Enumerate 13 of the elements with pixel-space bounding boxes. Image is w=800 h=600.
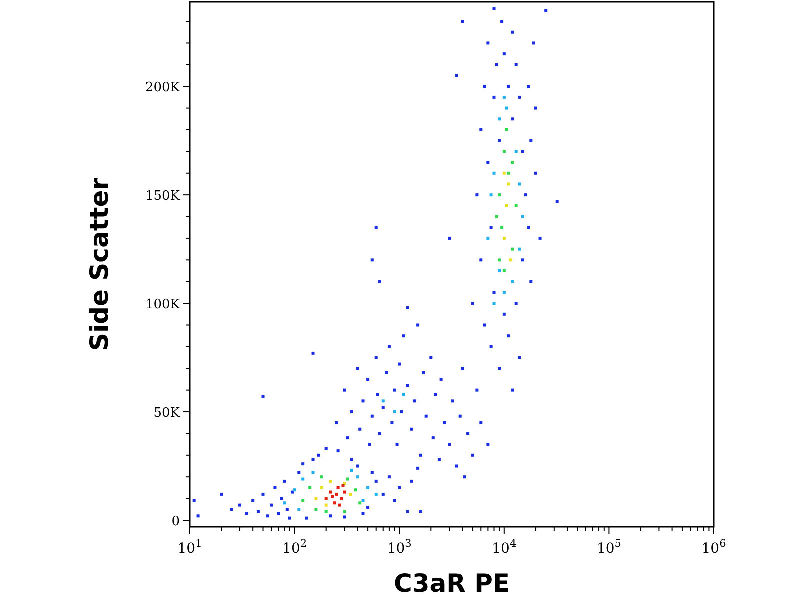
y-tick-label: 100K: [145, 298, 180, 313]
x-tick-label: 10$^{4}$: [492, 538, 517, 557]
x-axis-title: C3aR PE: [394, 569, 510, 598]
y-tick-label: 150K: [145, 189, 180, 204]
y-tick-label: 50K: [154, 406, 180, 422]
x-tick-label: 10$^{6}$: [702, 538, 727, 557]
x-tick-label: 10$^{5}$: [596, 538, 622, 557]
y-tick-label: 0: [172, 514, 180, 530]
x-tick-label: 10$^{2}$: [282, 538, 308, 557]
y-tick-label: 200K: [145, 80, 180, 96]
x-tick-label: 10$^{1}$: [178, 538, 202, 557]
x-tick-label: 10$^{3}$: [387, 538, 412, 557]
y-axis-title: Side Scatter: [85, 177, 114, 352]
